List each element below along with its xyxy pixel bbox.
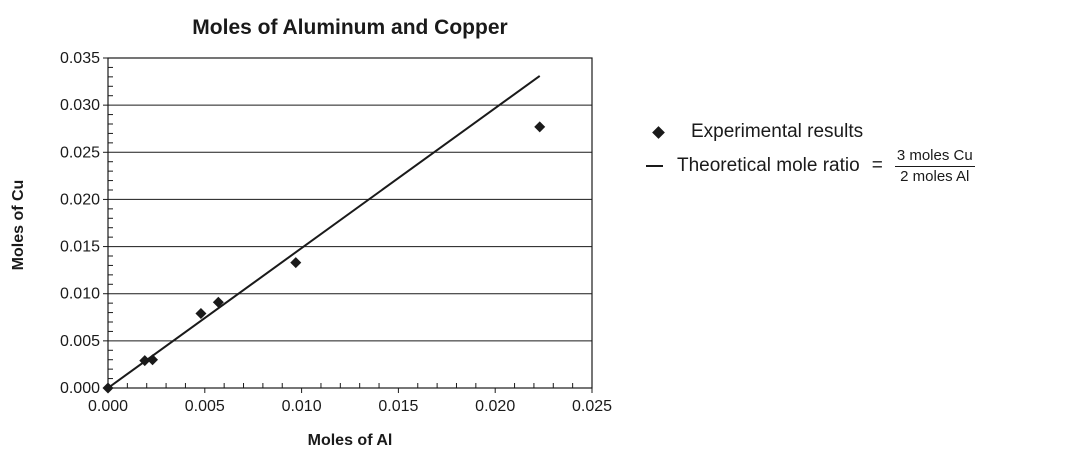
y-tick-label: 0.035 xyxy=(60,50,100,67)
y-tick-label: 0.005 xyxy=(60,333,100,350)
plot-area: 0.000 0.005 0.010 0.015 0.020 0.025 0.030 0.035… xyxy=(60,50,612,415)
y-tick-label: 0.000 xyxy=(60,380,100,397)
x-tick-label: 0.005 xyxy=(185,398,225,415)
experimental-point xyxy=(290,257,302,269)
legend: Experimental results Theoretical mole ra… xyxy=(646,118,975,185)
legend-equals-sign: = xyxy=(871,155,883,176)
x-tick-label: 0.000 xyxy=(88,398,128,415)
experimental-point xyxy=(534,121,546,133)
x-tick-label: 0.010 xyxy=(282,398,322,415)
theoretical-ratio-line xyxy=(107,75,541,389)
y-axis-label: Moles of Cu xyxy=(10,180,27,271)
y-tick-label: 0.025 xyxy=(60,144,100,161)
fraction-numerator: 3 moles Cu xyxy=(894,147,975,167)
line-marker-icon xyxy=(646,165,663,167)
x-tick-label: 0.015 xyxy=(378,398,418,415)
plot-frame xyxy=(107,57,593,389)
mole-ratio-fraction: 3 moles Cu 2 moles Al xyxy=(894,147,975,186)
fraction-denominator: 2 moles Al xyxy=(900,167,970,185)
legend-item-theoretical: Theoretical mole ratio = 3 moles Cu 2 mo… xyxy=(646,147,975,185)
experimental-point xyxy=(195,308,207,320)
legend-item-experimental: Experimental results xyxy=(652,118,975,146)
y-tick-label: 0.015 xyxy=(60,239,100,256)
y-tick-label: 0.020 xyxy=(60,191,100,208)
x-axis-label: Moles of Al xyxy=(308,432,393,449)
legend-label-theoretical: Theoretical mole ratio xyxy=(677,155,860,176)
x-tick-label: 0.020 xyxy=(475,398,515,415)
legend-label-experimental: Experimental results xyxy=(691,121,864,142)
y-tick-label: 0.030 xyxy=(60,97,100,114)
y-tick-label: 0.010 xyxy=(60,286,100,303)
x-tick-label: 0.025 xyxy=(572,398,612,415)
chart-title: Moles of Aluminum and Copper xyxy=(192,16,507,39)
experimental-point xyxy=(212,296,224,308)
diamond-marker-icon xyxy=(652,125,665,139)
